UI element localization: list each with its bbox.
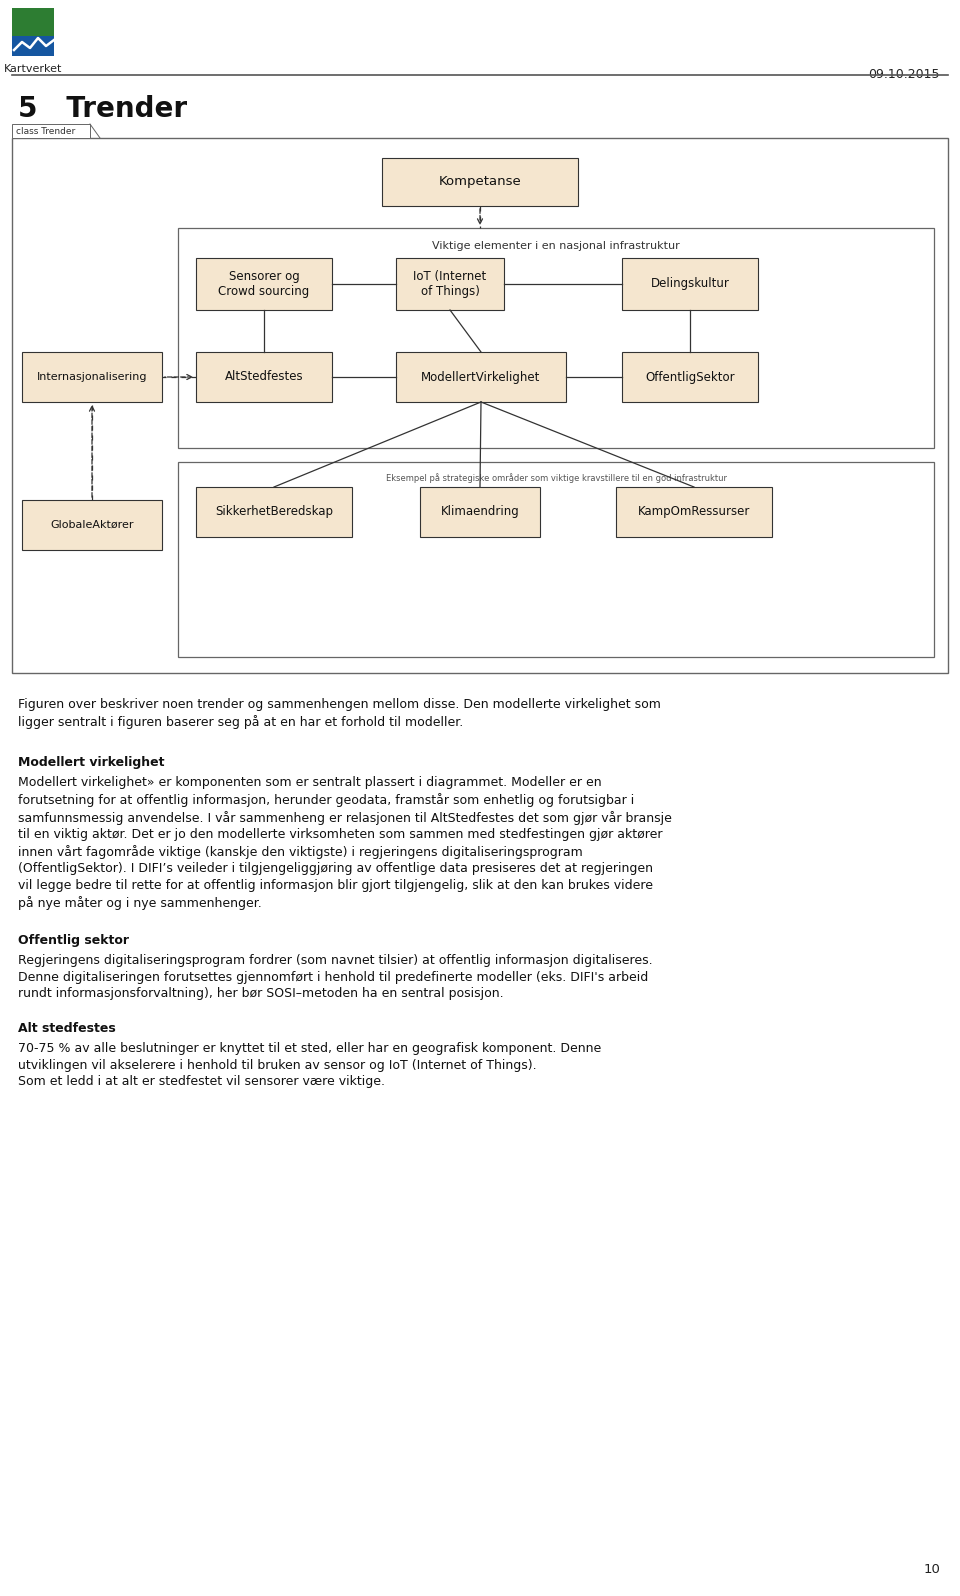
Text: ModellertVirkelighet: ModellertVirkelighet xyxy=(421,370,540,383)
Bar xyxy=(622,259,758,310)
Bar xyxy=(12,37,54,56)
Text: class Trender: class Trender xyxy=(16,126,75,136)
Bar xyxy=(196,487,352,536)
Text: Klimaendring: Klimaendring xyxy=(441,506,519,519)
Bar xyxy=(196,353,332,402)
Bar xyxy=(420,487,540,536)
Bar xyxy=(22,500,162,551)
Bar xyxy=(396,353,566,402)
Text: Alt stedfestes: Alt stedfestes xyxy=(18,1021,116,1034)
Bar xyxy=(196,259,332,310)
Text: SikkerhetBeredskap: SikkerhetBeredskap xyxy=(215,506,333,519)
Text: 09.10.2015: 09.10.2015 xyxy=(869,69,940,81)
Text: AltStedfestes: AltStedfestes xyxy=(225,370,303,383)
Bar xyxy=(382,158,578,206)
Text: Viktige elementer i en nasjonal infrastruktur: Viktige elementer i en nasjonal infrastr… xyxy=(432,241,680,251)
Text: Offentlig sektor: Offentlig sektor xyxy=(18,934,129,946)
Text: Delingskultur: Delingskultur xyxy=(651,278,730,290)
Text: 10: 10 xyxy=(924,1562,940,1575)
Text: 70-75 % av alle beslutninger er knyttet til et sted, eller har en geografisk kom: 70-75 % av alle beslutninger er knyttet … xyxy=(18,1042,601,1088)
Bar xyxy=(622,353,758,402)
Text: Eksempel på strategiske områder som viktige kravstillere til en god infrastruktu: Eksempel på strategiske områder som vikt… xyxy=(386,472,727,484)
Bar xyxy=(616,487,772,536)
Text: 5   Trender: 5 Trender xyxy=(18,96,187,123)
Bar xyxy=(12,124,90,137)
Bar xyxy=(178,461,934,658)
Text: Modellert virkelighet: Modellert virkelighet xyxy=(18,757,164,769)
Text: Internasjonalisering: Internasjonalisering xyxy=(36,372,147,381)
Text: Regjeringens digitaliseringsprogram fordrer (som navnet tilsier) at offentlig in: Regjeringens digitaliseringsprogram ford… xyxy=(18,954,653,1001)
Text: Sensorer og
Crowd sourcing: Sensorer og Crowd sourcing xyxy=(218,270,310,298)
Text: GlobaleAktører: GlobaleAktører xyxy=(50,520,133,530)
Text: IoT (Internet
of Things): IoT (Internet of Things) xyxy=(414,270,487,298)
Text: Kompetanse: Kompetanse xyxy=(439,176,521,188)
Text: Figuren over beskriver noen trender og sammenhengen mellom disse. Den modellerte: Figuren over beskriver noen trender og s… xyxy=(18,697,660,729)
Bar xyxy=(396,259,504,310)
Bar xyxy=(178,228,934,448)
Bar xyxy=(12,137,948,674)
Text: KampOmRessurser: KampOmRessurser xyxy=(637,506,750,519)
Text: Kartverket: Kartverket xyxy=(4,64,62,73)
Text: Modellert virkelighet» er komponenten som er sentralt plassert i diagrammet. Mod: Modellert virkelighet» er komponenten so… xyxy=(18,776,672,910)
Text: OffentligSektor: OffentligSektor xyxy=(645,370,734,383)
Bar xyxy=(22,353,162,402)
Bar xyxy=(12,8,54,37)
